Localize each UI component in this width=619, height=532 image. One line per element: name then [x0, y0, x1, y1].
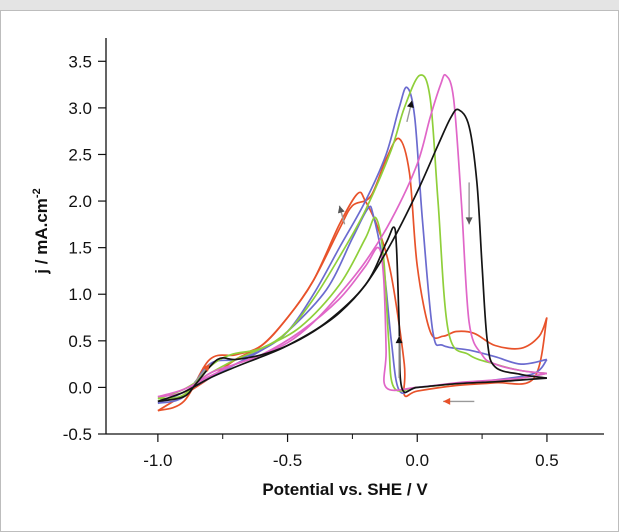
voltammogram-curve-3-reverse	[157, 216, 548, 400]
x-ticks: -1.0 -0.5 0.0 0.5	[143, 434, 559, 470]
direction-arrow-head	[407, 100, 414, 109]
y-tick-label: 2.0	[68, 192, 92, 211]
x-tick-label: 0.0	[405, 451, 429, 470]
y-tick-label: 1.5	[68, 239, 92, 258]
y-tick-label: 3.5	[68, 52, 92, 71]
y-axis-title-main: j / mA.cm	[32, 198, 51, 275]
voltammogram-curve-5-forward	[157, 108, 548, 403]
y-tick-label: 0.5	[68, 332, 92, 351]
y-tick-label: -0.5	[63, 425, 92, 444]
curves	[157, 73, 548, 412]
x-axis-title: Potential vs. SHE / V	[262, 480, 428, 499]
voltammogram-curve-4-reverse	[157, 246, 548, 398]
direction-arrow-head	[395, 336, 403, 344]
y-tick-label: 0.0	[68, 378, 92, 397]
y-tick-label: 3.0	[68, 99, 92, 118]
direction-arrow-head	[202, 364, 210, 372]
chart-frame: -0.5 0.0 0.5 1.0 1.5 2.0 2.5 3.0 3.5 -1.0 -0.5 0.0…	[0, 10, 619, 532]
direction-arrows	[193, 100, 475, 405]
y-axis-title-superscript: -2	[31, 188, 43, 198]
y-ticks: -0.5 0.0 0.5 1.0 1.5 2.0 2.5 3.0 3.5	[63, 52, 106, 444]
y-tick-label: 2.5	[68, 145, 92, 164]
axes	[105, 38, 604, 435]
cyclic-voltammogram-chart: -0.5 0.0 0.5 1.0 1.5 2.0 2.5 3.0 3.5 -1.0 -0.5 0.0…	[31, 38, 604, 499]
x-tick-label: -0.5	[273, 451, 302, 470]
direction-arrow-head	[443, 397, 451, 405]
y-axis-title: j / mA.cm-2	[31, 188, 51, 274]
x-tick-label: 0.5	[535, 451, 559, 470]
y-tick-label: 1.0	[68, 285, 92, 304]
voltammogram-curve-3-forward	[157, 74, 547, 400]
top-bar	[0, 0, 619, 10]
direction-arrow-head	[465, 217, 473, 225]
direction-arrow-head	[337, 205, 345, 214]
x-tick-label: -1.0	[143, 451, 172, 470]
voltammogram-curve-5-reverse	[157, 226, 547, 403]
